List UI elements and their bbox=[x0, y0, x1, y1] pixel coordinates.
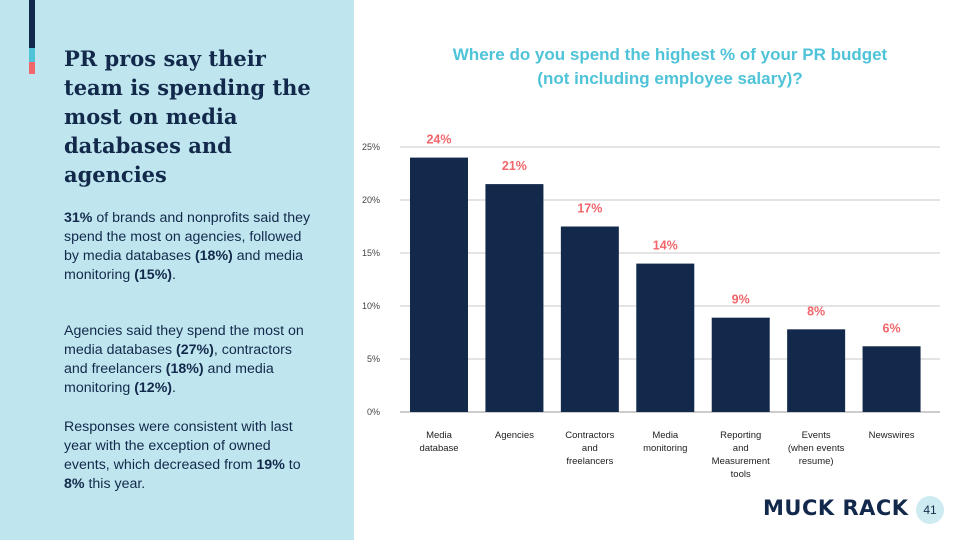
stat-15: (15%) bbox=[134, 267, 173, 283]
text: and media monitoring bbox=[64, 361, 274, 396]
data-label: 14% bbox=[653, 239, 678, 253]
left-panel: PR pros say their team is spending the m… bbox=[0, 0, 354, 540]
y-tick-label: 0% bbox=[367, 407, 380, 417]
accent-bar-teal bbox=[29, 48, 35, 62]
stat-12: (12%) bbox=[134, 380, 173, 396]
y-tick-label: 15% bbox=[362, 248, 380, 258]
data-label: 24% bbox=[426, 133, 451, 147]
x-tick-label-line: Events bbox=[802, 430, 831, 441]
bar bbox=[410, 157, 468, 412]
x-tick-label: Agencies bbox=[495, 430, 534, 441]
y-tick-label: 25% bbox=[362, 142, 380, 152]
accent-bar-navy bbox=[29, 0, 35, 48]
x-tick-label-line: monitoring bbox=[643, 443, 687, 454]
data-label: 6% bbox=[883, 321, 901, 335]
x-tick-label-line: resume) bbox=[799, 456, 834, 467]
x-tick-label-line: and bbox=[582, 443, 598, 454]
x-tick-label-line: tools bbox=[731, 469, 751, 480]
stat-27: (27%) bbox=[176, 342, 214, 358]
x-tick-label: Events (when events resume) bbox=[788, 430, 845, 467]
text: of brands and nonprofits said they spend… bbox=[64, 210, 311, 264]
text: Responses were consistent with last year… bbox=[64, 419, 293, 473]
x-tick-label-line: (when events bbox=[788, 443, 845, 454]
text: , contractors and freelancers bbox=[64, 342, 292, 377]
y-tick-label: 20% bbox=[362, 195, 380, 205]
text: . bbox=[172, 267, 176, 283]
x-tick-label: Media monitoring bbox=[643, 430, 687, 454]
data-label: 21% bbox=[502, 159, 527, 173]
x-tick-label-line: database bbox=[419, 443, 458, 454]
text: and media monitoring bbox=[64, 248, 303, 283]
x-tick-label: Contractors and freelancers bbox=[565, 430, 614, 467]
text: . bbox=[172, 380, 176, 396]
headline: PR pros say their team is spending the m… bbox=[64, 46, 311, 187]
data-label: 8% bbox=[807, 304, 825, 318]
y-tick-label: 10% bbox=[362, 301, 380, 311]
stat-18: (18%) bbox=[194, 248, 233, 264]
text: to bbox=[284, 457, 301, 473]
stat-31: 31% bbox=[64, 210, 93, 226]
page-number-badge: 41 bbox=[916, 496, 944, 524]
paragraph-agencies: Agencies said they spend the most on med… bbox=[64, 322, 314, 398]
x-tick-label-line: Newswires bbox=[869, 430, 915, 441]
text: Agencies said they spend the most on med… bbox=[64, 323, 304, 358]
x-tick-label-line: Media bbox=[426, 430, 453, 441]
bar bbox=[862, 346, 921, 412]
x-tick-label: Reporting and Measurement tools bbox=[712, 430, 770, 480]
y-tick-label: 5% bbox=[367, 354, 380, 364]
x-tick-label-line: Contractors bbox=[565, 430, 614, 441]
bar bbox=[485, 184, 544, 412]
x-tick-label: Media database bbox=[419, 430, 458, 454]
muck-rack-logo: MUCK RACK bbox=[763, 496, 909, 520]
accent-bar-coral bbox=[29, 62, 35, 74]
stat-18: (18%) bbox=[165, 361, 204, 377]
bar bbox=[711, 317, 770, 412]
x-tick-label: Newswires bbox=[869, 430, 915, 441]
x-tick-label-line: Reporting bbox=[720, 430, 761, 441]
x-tick-label-line: Media bbox=[652, 430, 679, 441]
x-tick-label-line: and bbox=[733, 443, 749, 454]
paragraph-brands: 31% of brands and nonprofits said they s… bbox=[64, 209, 314, 285]
bar bbox=[787, 329, 846, 412]
x-tick-label-line: Agencies bbox=[495, 430, 534, 441]
x-tick-label-line: Measurement bbox=[712, 456, 770, 467]
stat-8: 8% bbox=[64, 476, 85, 492]
paragraph-events: Responses were consistent with last year… bbox=[64, 418, 314, 494]
text: this year. bbox=[84, 476, 146, 492]
data-label: 17% bbox=[577, 202, 602, 216]
x-tick-label-line: freelancers bbox=[566, 456, 613, 467]
bar bbox=[560, 226, 619, 412]
stat-19: 19% bbox=[256, 457, 285, 473]
bar bbox=[636, 263, 695, 412]
chart-title: Where do you spend the highest % of your… bbox=[452, 45, 888, 88]
data-label: 9% bbox=[732, 293, 750, 307]
